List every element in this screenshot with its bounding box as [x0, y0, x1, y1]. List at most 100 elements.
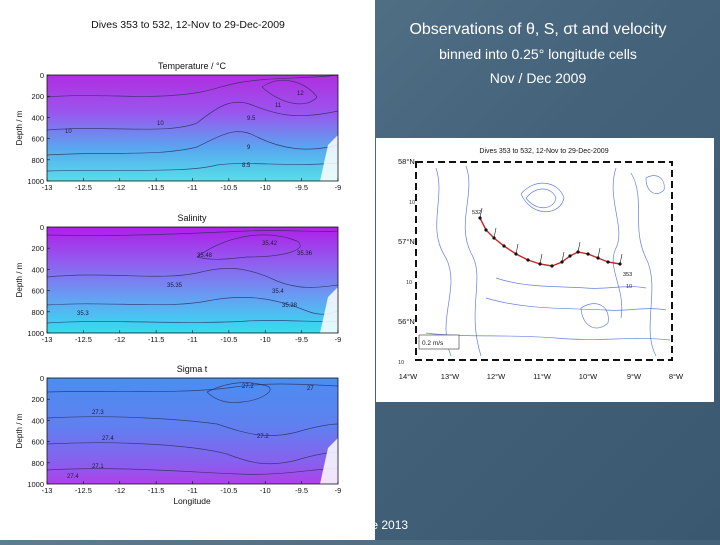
section-panel-2: Salinity 35.42 35.48 35.36 35.4 35.38 35.3 35.3… [15, 213, 341, 344]
map-panel: Dives 353 to 532, 12-Nov to 29-Dec-2009 … [376, 138, 714, 402]
contour-line [196, 234, 301, 260]
x-tick-label: -11 [187, 335, 197, 344]
x-tick-label: -13 [42, 335, 53, 344]
bathymetry-contour [630, 172, 657, 357]
velocity-vector [561, 251, 565, 263]
velocity-vector [577, 241, 581, 253]
lon-label: 12°W [487, 372, 506, 381]
y-tick-label: 200 [31, 395, 44, 404]
y-tick-label: 1000 [27, 177, 44, 186]
no-data-region [320, 438, 338, 484]
y-axis-label: Depth / m [15, 110, 24, 145]
x-tick-label: -10 [260, 486, 271, 495]
x-tick-label: -12.5 [75, 183, 92, 192]
contour-label: 9.5 [247, 116, 256, 122]
section-field [47, 75, 338, 181]
y-axis-label: Depth / m [15, 413, 24, 448]
depth-contour-label: 10 [406, 280, 412, 286]
scale-label: 0.2 m/s [422, 340, 444, 347]
dive-point [550, 264, 554, 268]
x-tick-label: -9 [335, 486, 342, 495]
x-tick-label: -12 [114, 335, 125, 344]
x-tick-label: -10 [260, 183, 271, 192]
no-data-region [320, 135, 338, 181]
x-tick-label: -9.5 [295, 183, 308, 192]
dive-point [586, 252, 590, 256]
y-tick-label: 0 [40, 223, 44, 232]
y-tick-label: 400 [31, 265, 44, 274]
contour-line [46, 230, 339, 236]
dive-point [484, 228, 488, 232]
no-data-region [320, 287, 338, 333]
title-line-2: binned into 0.25° longitude cells [439, 46, 637, 62]
x-tick-label: -12 [114, 486, 125, 495]
y-tick-label: 400 [31, 113, 44, 122]
bathymetry-contour [464, 165, 482, 357]
y-tick-label: 400 [31, 416, 44, 425]
lon-label: 9°W [627, 372, 642, 381]
lat-label: 57°N [398, 237, 415, 246]
y-tick-label: 200 [31, 92, 44, 101]
bathymetry-contour [435, 167, 452, 357]
section-field [47, 378, 338, 484]
x-tick-label: -9.5 [295, 486, 308, 495]
slide-title: Observations of θ, S, σt and velocity bi… [378, 18, 698, 90]
contour-line [46, 101, 339, 131]
dive-point [568, 254, 572, 258]
y-tick-label: 0 [40, 71, 44, 80]
bathymetry-contour [495, 277, 647, 289]
footer-text: ste 2013 [362, 518, 409, 532]
velocity-vector [515, 243, 519, 255]
y-tick-label: 600 [31, 287, 44, 296]
title-line-1: Observations of θ, S, σt and velocity [409, 21, 667, 38]
y-tick-label: 800 [31, 459, 44, 468]
bathymetry-contour [425, 332, 671, 341]
y-axis-label: Depth / m [15, 262, 24, 297]
contour-line [261, 79, 318, 105]
bathymetry-contour [612, 167, 623, 319]
x-tick-label: -11.5 [148, 486, 165, 495]
lon-label: 8°W [669, 372, 684, 381]
x-axis-label: Longitude [173, 496, 211, 506]
dive-end-label: 353 [623, 272, 632, 278]
contour-label: 35.42 [262, 241, 278, 247]
section-panel-3: Sigma t 27.2 27.3 27.4 27.1 27 27.2 27.4 0 200 400… [15, 364, 341, 506]
x-tick-label: -12 [114, 183, 125, 192]
lat-label: 56°N [398, 317, 415, 326]
panel-title: Salinity [177, 213, 207, 223]
x-tick-label: -10.5 [220, 486, 237, 495]
contour-label: 10 [157, 121, 164, 127]
depth-contour-label: 10 [626, 284, 632, 290]
y-tick-label: 600 [31, 438, 44, 447]
dive-point [502, 244, 506, 248]
x-tick-label: -13 [42, 183, 53, 192]
map-title: Dives 353 to 532, 12-Nov to 29-Dec-2009 [479, 148, 608, 155]
y-tick-label: 1000 [27, 480, 44, 489]
lon-label: 13°W [441, 372, 460, 381]
contour-line [46, 320, 339, 324]
contour-label: 8.5 [242, 163, 251, 169]
bathymetry-contour [645, 175, 665, 194]
contour-label: 35.36 [297, 251, 313, 257]
contour-line [46, 416, 339, 437]
contour-line [46, 267, 339, 288]
y-tick-label: 1000 [27, 329, 44, 338]
y-tick-label: 600 [31, 135, 44, 144]
contour-label: 27 [307, 386, 314, 392]
contour-label: 35.4 [272, 289, 284, 295]
velocity-vector [539, 253, 543, 265]
contour-label: 9 [247, 145, 251, 151]
contour-line [46, 74, 339, 98]
title-line-3: Nov / Dec 2009 [489, 70, 587, 86]
x-tick-label: -11 [187, 183, 197, 192]
contour-line [46, 442, 339, 465]
lon-label: 14°W [399, 372, 418, 381]
panel-title: Temperature / °C [158, 61, 227, 71]
section-panel-1: Temperature / °C 10 10 9.5 9 8.5 11 12 0 200 400 60… [15, 61, 341, 192]
velocity-vector [619, 253, 623, 265]
contour-label: 35.35 [167, 283, 183, 289]
contour-line [46, 131, 339, 156]
contour-line [46, 383, 339, 393]
x-tick-label: -9.5 [295, 335, 308, 344]
map-figure: Dives 353 to 532, 12-Nov to 29-Dec-2009 … [398, 148, 684, 381]
